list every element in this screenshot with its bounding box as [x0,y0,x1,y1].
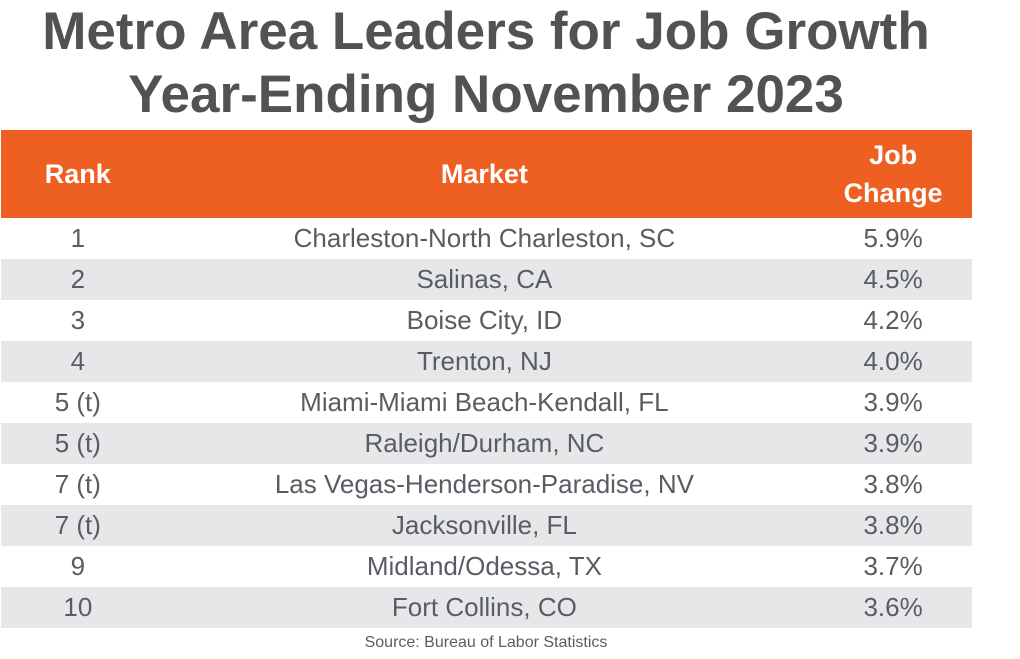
rank-cell: 9 [70,551,86,581]
job-change-cell: 3.9% [863,387,923,417]
title-line-2: Year-Ending November 2023 [128,65,844,124]
market-cell: Raleigh/Durham, NC [364,428,605,458]
job-change-cell: 3.8% [863,510,923,540]
table-row: 9 Midland/Odessa, TX 3.7% [1,546,972,587]
rank-cell: 2 [70,264,86,294]
market-cell: Jacksonville, FL [391,510,577,540]
rank-cell: 4 [70,346,86,376]
header-market: Market [440,159,528,189]
table-row: 7 (t) Jacksonville, FL 3.8% [1,505,972,546]
rank-cell: 1 [70,223,86,253]
job-growth-table: Rank Market Job Change 1 Charleston-North… [1,130,972,628]
market-cell: Fort Collins, CO [391,592,577,622]
job-change-cell: 3.8% [863,469,923,499]
header-rank: Rank [44,159,111,189]
market-cell: Midland/Odessa, TX [366,551,602,581]
market-cell: Trenton, NJ [416,346,552,376]
market-cell: Miami-Miami Beach-Kendall, FL [300,387,669,417]
table-row: 2 Salinas, CA 4.5% [1,259,972,300]
title-line-1: Metro Area Leaders for Job Growth [42,2,930,61]
rank-cell: 7 (t) [54,510,101,540]
job-change-cell: 4.2% [863,305,923,335]
table-header: Rank Market Job Change [1,130,972,218]
job-change-cell: 4.5% [863,264,923,294]
rank-cell: 10 [63,592,93,622]
market-cell: Boise City, ID [406,305,563,335]
rank-cell: 5 (t) [54,387,101,417]
job-change-cell: 5.9% [863,223,923,253]
market-cell: Salinas, CA [416,264,553,294]
rank-cell: 3 [70,305,86,335]
table-row: 7 (t) Las Vegas-Henderson-Paradise, NV 3.8… [1,464,972,505]
market-cell: Las Vegas-Henderson-Paradise, NV [274,469,694,499]
table-row: 5 (t) Miami-Miami Beach-Kendall, FL 3.9% [1,382,972,423]
job-change-cell: 3.9% [863,428,923,458]
rank-cell: 5 (t) [54,428,101,458]
source-note: Source: Bureau of Labor Statistics [364,634,608,651]
job-change-cell: 3.7% [863,551,923,581]
table-row: 10 Fort Collins, CO 3.6% [1,587,972,628]
table-row: 1 Charleston-North Charleston, SC 5.9% [1,218,972,259]
table-row: 5 (t) Raleigh/Durham, NC 3.9% [1,423,972,464]
market-cell: Charleston-North Charleston, SC [293,223,676,253]
job-change-cell: 4.0% [863,346,923,376]
rank-cell: 7 (t) [54,469,101,499]
job-change-cell: 3.6% [863,592,923,622]
table-row: 4 Trenton, NJ 4.0% [1,341,972,382]
table-row: 3 Boise City, ID 4.2% [1,300,972,341]
header-job-change: Job Change [843,140,943,208]
